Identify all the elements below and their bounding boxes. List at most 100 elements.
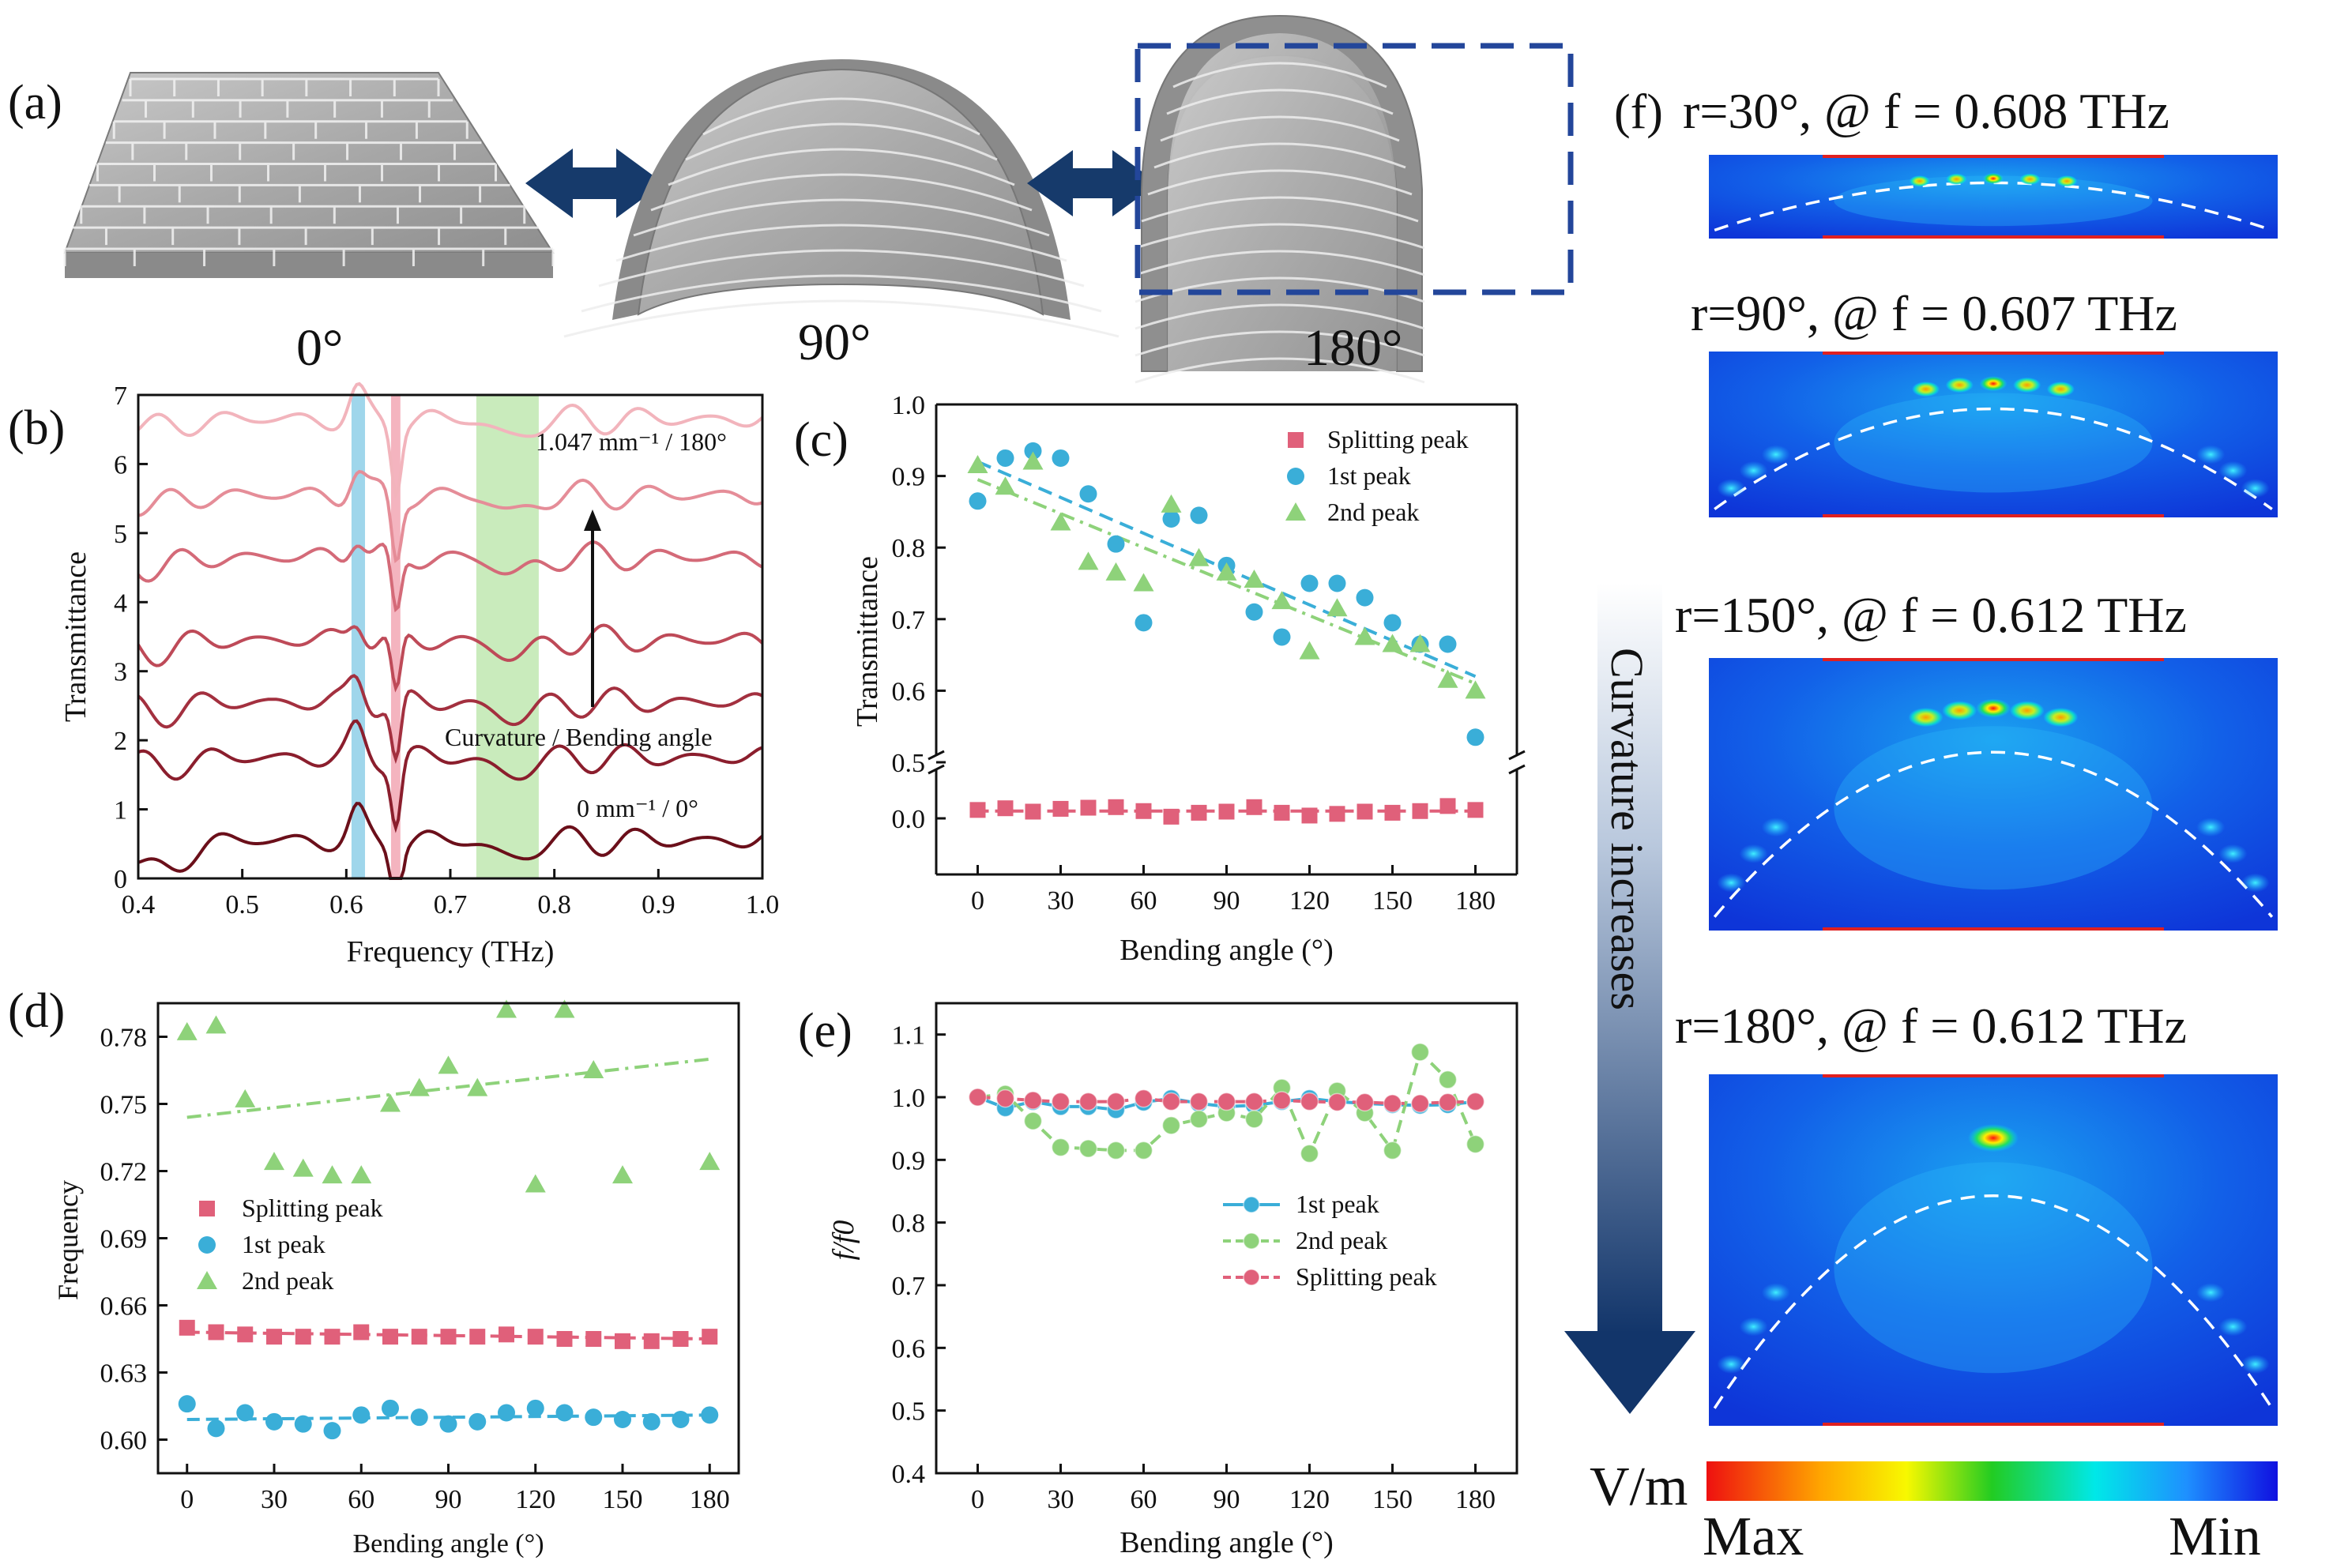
data-point [408, 1077, 430, 1096]
field-hotspot [1717, 1355, 1746, 1374]
data-point [1134, 1141, 1153, 1160]
data-point [1133, 573, 1154, 592]
data-point [1023, 1091, 1043, 1110]
legend-label: 2nd peak [1296, 1226, 1387, 1254]
data-point [1300, 1144, 1319, 1164]
data-point [1438, 1070, 1458, 1089]
data-point [583, 1060, 604, 1078]
brick-row [1166, 88, 1394, 115]
data-point [382, 1399, 399, 1417]
data-point [352, 1406, 371, 1424]
y-tick-label: 6 [114, 450, 127, 479]
data-point [1023, 1111, 1043, 1130]
data-point [1078, 1139, 1098, 1158]
field-hotspot [1942, 701, 1977, 720]
data-point [1299, 641, 1320, 660]
data-point [1162, 510, 1180, 528]
data-point [1163, 808, 1180, 825]
data-point [1300, 574, 1319, 592]
data-point [1467, 802, 1484, 818]
y-tick-label: 0.6 [892, 677, 926, 706]
data-point [1383, 1141, 1402, 1160]
x-tick-label: 1.0 [746, 890, 780, 919]
angle-label: 180° [1304, 319, 1402, 377]
data-point [1273, 628, 1291, 646]
field-hotspot [1968, 1124, 2019, 1152]
legend-label: 2nd peak [242, 1266, 333, 1295]
data-point [1243, 1196, 1260, 1213]
data-point [410, 1408, 428, 1427]
panel-a-label: (a) [8, 76, 62, 130]
y-tick-label: 3 [114, 658, 127, 687]
data-point [527, 1329, 544, 1345]
colorbar-min: Min [2169, 1506, 2261, 1567]
brick-row [633, 198, 1050, 237]
data-point [1383, 1094, 1402, 1113]
data-point [1356, 588, 1374, 607]
legend-label: Splitting peak [1327, 425, 1469, 453]
x-tick-label: 0 [180, 1485, 194, 1514]
series-line [137, 623, 764, 693]
field-glow [1834, 1162, 2153, 1374]
series-line [137, 719, 763, 833]
brick-row [615, 224, 1067, 262]
data-point [351, 1165, 372, 1184]
data-point [1078, 551, 1099, 570]
panel-f-label: (f) [1614, 85, 1663, 139]
data-point [642, 1412, 660, 1431]
colorbar: V/m Max Min [1590, 1457, 2278, 1567]
data-point [236, 1404, 254, 1422]
panel-e-label: (e) [798, 1004, 852, 1058]
x-axis-label: Bending angle (°) [1119, 934, 1334, 967]
data-point [1161, 1115, 1181, 1135]
data-point [266, 1329, 282, 1345]
axis-break [1508, 764, 1526, 775]
brick-row [1135, 303, 1425, 330]
x-tick-label: 180 [1455, 886, 1496, 916]
field-hotspot [2241, 1355, 2270, 1374]
y-tick-label: 0 [114, 865, 127, 894]
data-point [1106, 1141, 1126, 1160]
data-point [997, 800, 1014, 817]
field-map [1709, 1074, 2278, 1426]
data-point [1327, 1092, 1347, 1112]
y-tick-label: 0.7 [892, 1272, 926, 1301]
data-point [1216, 562, 1237, 581]
data-point [967, 455, 988, 474]
series-line [137, 382, 764, 499]
brick-row [1135, 223, 1425, 250]
data-point [1244, 569, 1265, 588]
y-tick-label: 0.78 [100, 1024, 148, 1053]
bent-metasurface-90 [563, 59, 1119, 338]
y-tick-label: 0.7 [892, 606, 926, 635]
brick-row [1172, 62, 1387, 88]
data-point [1465, 680, 1486, 699]
data-point [1409, 634, 1431, 652]
brick-row [1160, 115, 1400, 142]
y-tick-label: 0.63 [100, 1359, 148, 1389]
data-point [438, 1055, 459, 1074]
field-hotspot [1976, 698, 2011, 718]
selection-dashed-box [1135, 43, 1574, 295]
panel-b: (b) 0.4 0.5 0.6 0.7 0.8 0.9 1.0 0 1 2 3 4 5 6 7 Frequen… [8, 382, 779, 968]
data-point [322, 1165, 343, 1184]
x-tick-label: 60 [1131, 1485, 1157, 1514]
plot-c: 0 30 60 90 120 150 180 0.5 0.6 0.7 0.8 0.9 1.0 0.0 Ben… [851, 391, 1526, 967]
data-point [178, 1395, 196, 1413]
highlight-band [351, 395, 366, 878]
y-tick-label: 0.66 [100, 1292, 148, 1322]
brick-row [581, 274, 1102, 313]
y-tick-label: 1 [114, 796, 127, 825]
data-point [1106, 1092, 1126, 1111]
y-tick-label: 1.0 [892, 1084, 926, 1113]
data-point [208, 1324, 224, 1341]
legend-label: Splitting peak [1296, 1262, 1437, 1291]
y-tick-label: 0.69 [100, 1225, 148, 1254]
field-hotspot [2241, 479, 2270, 498]
x-tick-label: 90 [1214, 886, 1240, 916]
data-point [1050, 512, 1071, 531]
annotation-top: 1.047 mm⁻¹ / 180° [536, 427, 727, 456]
data-point [179, 1319, 195, 1336]
legend-label: 2nd peak [1327, 498, 1419, 526]
field-glow [1834, 175, 2153, 227]
